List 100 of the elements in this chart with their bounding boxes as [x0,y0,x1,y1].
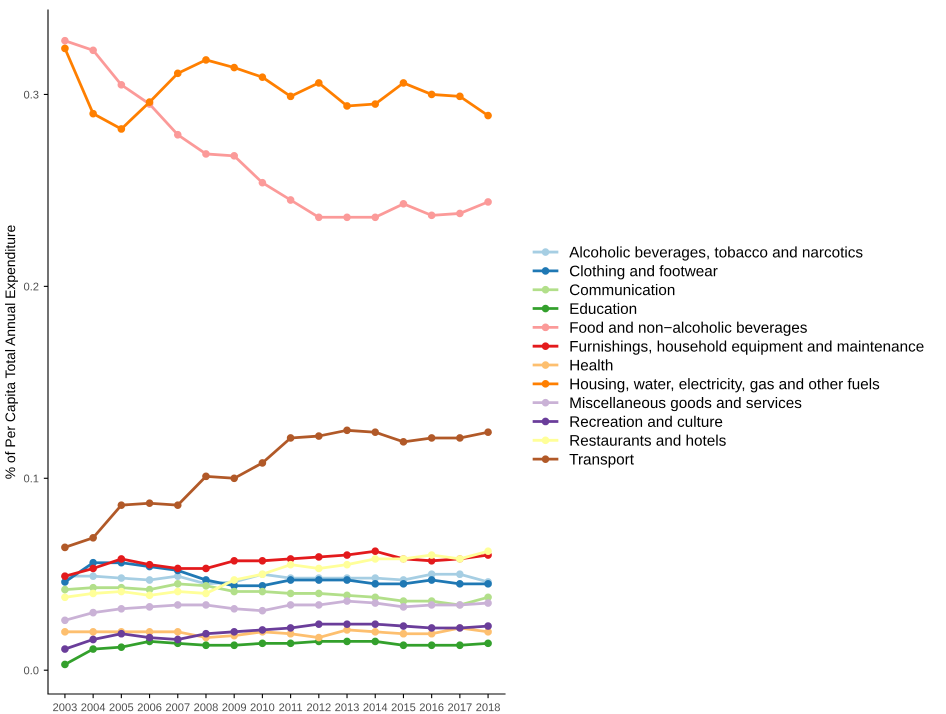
legend-label: Alcoholic beverages, tobacco and narcotics [569,246,862,261]
point [400,580,408,588]
point [89,46,97,54]
point [286,560,294,568]
point [202,590,210,598]
point [484,428,492,436]
point [314,564,323,572]
point [89,608,97,616]
legend-label: Miscellaneous goods and services [570,396,802,412]
point [400,79,408,87]
point [428,576,436,584]
point [258,556,266,565]
point [89,110,97,118]
x-tick-label: 2008 [194,703,218,712]
point [314,79,323,87]
point [286,196,294,204]
point [371,100,380,108]
point [428,641,436,650]
point [484,599,492,607]
point [314,432,323,440]
x-tick-label: 2014 [363,703,388,712]
point [484,622,492,630]
point [258,178,266,187]
x-tick-label: 2006 [138,703,162,712]
point [456,570,464,578]
point [230,152,238,160]
point [118,643,126,651]
point [258,606,266,615]
point [61,628,69,636]
x-tick-label: 2010 [250,703,274,712]
point [371,599,380,607]
y-axis-title: % of Per Capita Total Annual Expenditure [5,225,18,479]
point [428,212,436,220]
point [286,92,294,100]
point [61,645,69,653]
point [286,434,294,442]
point [371,638,380,646]
point [371,213,380,222]
point [61,586,69,594]
point [61,660,69,668]
point [146,576,154,584]
point [258,588,266,596]
x-tick-label: 2012 [307,703,331,712]
x-tick-label: 2011 [279,703,302,712]
point [286,590,294,598]
point [118,125,126,133]
point [89,534,97,542]
point [286,624,294,632]
point [343,620,351,628]
point [61,544,69,552]
legend-label: Education [570,302,636,314]
point [428,434,436,442]
y-tick-label: 0.1 [24,474,38,482]
x-tick-label: 2015 [392,703,416,712]
legend-label: Food and non−alcoholic beverages [570,322,807,336]
point [89,590,97,598]
point [230,556,238,565]
point [371,593,380,602]
point [314,601,323,609]
x-tick-label: 2004 [81,703,106,712]
point [343,213,351,222]
y-tick-label: 0.3 [24,90,38,99]
point [61,593,69,602]
x-tick-label: 2017 [448,703,472,712]
point [371,580,380,588]
legend-label: Transport [570,454,634,468]
x-tick-label: 2013 [335,703,359,712]
point [456,641,464,650]
point [314,553,323,561]
point [118,501,126,509]
point [118,81,126,89]
point [174,70,182,78]
point [118,555,126,563]
point [456,210,464,218]
point [118,574,126,582]
point [146,603,154,611]
point [174,588,182,596]
point [314,634,323,642]
y-tick-label: 0.0 [24,666,39,674]
point [400,200,408,208]
point [484,640,492,648]
point [343,638,351,646]
point [174,130,182,139]
point [400,438,408,446]
point [371,628,380,636]
point [456,92,464,100]
point [456,434,464,442]
point [230,588,238,596]
point [400,603,408,611]
point [202,564,210,572]
legend-label: Communication [570,284,674,296]
y-tick-label: 0.2 [24,282,38,290]
x-tick-label: 2018 [476,703,500,712]
x-tick-label: 2009 [222,703,246,712]
x-tick-label: 2003 [53,703,77,712]
point [61,36,69,45]
legend-label: Recreation and culture [570,416,722,427]
point [314,590,323,598]
point [174,501,182,509]
point [258,459,266,467]
